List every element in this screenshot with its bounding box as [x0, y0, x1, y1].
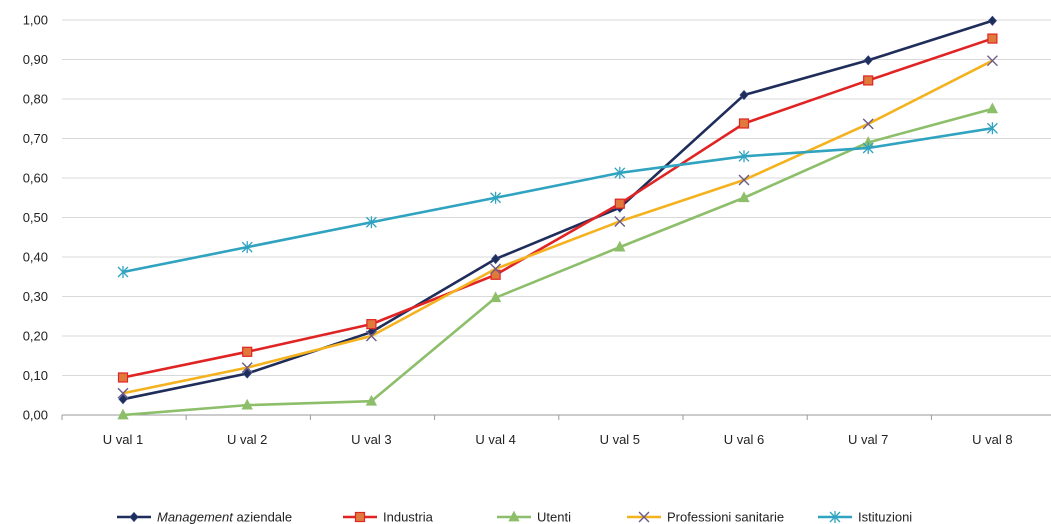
data-point-marker — [614, 166, 626, 179]
series-line — [122, 126, 993, 274]
data-point-marker — [863, 55, 873, 66]
x-tick-label: U val 6 — [724, 432, 764, 447]
data-point-marker — [489, 291, 502, 303]
data-point-marker — [490, 263, 502, 275]
data-point-marker — [508, 510, 520, 522]
series-3 — [117, 55, 998, 399]
data-point-marker — [986, 102, 999, 114]
x-tick-label: U val 1 — [103, 432, 143, 447]
data-point-marker — [738, 191, 750, 203]
series-4 — [117, 122, 998, 279]
x-axis — [61, 414, 1051, 420]
x-tick-label: U val 3 — [351, 432, 391, 447]
data-point-marker — [241, 362, 253, 374]
data-point-marker — [738, 150, 750, 163]
data-point-marker — [491, 253, 501, 265]
y-tick-label: 0,00 — [23, 408, 48, 423]
marker-stroke — [117, 387, 129, 399]
gridlines — [62, 19, 1051, 376]
x-axis-tick-labels: U val 1 U val 2 U val 3 U val 4 U val 5 U val… — [103, 432, 1013, 447]
data-point-marker — [129, 511, 139, 523]
data-point-marker — [241, 241, 253, 254]
y-tick-label: 0,30 — [23, 289, 48, 304]
data-point-marker — [614, 215, 626, 227]
marker-stroke — [738, 174, 750, 186]
data-point-marker — [862, 118, 874, 130]
y-tick-label: 0,90 — [23, 52, 48, 67]
data-point-marker — [987, 33, 998, 44]
y-tick-label: 0,20 — [23, 329, 48, 344]
marker-stroke — [241, 362, 253, 374]
legend-item: Management aziendale — [117, 510, 292, 524]
y-tick-label: 0,60 — [23, 171, 48, 186]
marker-stroke — [638, 511, 650, 523]
marker-stroke — [862, 118, 874, 130]
data-point-marker — [117, 372, 129, 383]
data-point-marker — [614, 198, 625, 209]
y-tick-label: 1,00 — [23, 13, 48, 28]
data-point-marker — [242, 346, 253, 357]
series-0 — [118, 15, 997, 405]
marker-stroke — [986, 55, 998, 67]
data-point-marker — [117, 266, 129, 279]
data-point-marker — [242, 368, 252, 379]
data-point-marker — [986, 122, 998, 135]
data-point-marker — [739, 89, 749, 101]
marker-stroke — [365, 330, 377, 342]
data-point-marker — [117, 408, 129, 420]
data-point-marker — [366, 319, 377, 330]
data-point-marker — [241, 398, 253, 410]
data-point-marker — [490, 191, 502, 204]
legend-label-emphasis: Management — [157, 510, 234, 524]
marker-stroke — [614, 215, 626, 227]
legend-label: Utenti — [537, 510, 571, 524]
series-line — [122, 37, 993, 379]
y-tick-label: 0,10 — [23, 368, 48, 383]
y-tick-label: 0,70 — [23, 131, 48, 146]
y-tick-label: 0,50 — [23, 210, 48, 225]
legend-item: Industria — [343, 510, 434, 524]
series-lines — [117, 15, 999, 420]
legend-label: Professioni sanitarie — [667, 510, 784, 524]
legend-label: Management aziendale — [157, 510, 292, 524]
x-tick-label: U val 5 — [600, 432, 640, 447]
y-axis-tick-labels: 0,00 0,10 0,20 0,30 0,40 0,50 0,60 0,70 0,80 0,90… — [23, 13, 48, 423]
y-tick-label: 0,40 — [23, 250, 48, 265]
series-line — [122, 59, 993, 395]
data-point-marker — [117, 387, 129, 399]
data-point-marker — [829, 511, 841, 523]
legend-item: Professioni sanitarie — [627, 510, 784, 524]
legend-item: Utenti — [497, 510, 571, 524]
data-point-marker — [863, 75, 874, 86]
x-tick-label: U val 8 — [972, 432, 1012, 447]
data-point-marker — [365, 394, 378, 406]
legend-item: Istituzioni — [818, 510, 912, 524]
data-point-marker — [986, 55, 998, 67]
data-point-marker — [118, 394, 128, 405]
series-1 — [117, 33, 998, 383]
x-tick-label: U val 7 — [848, 432, 888, 447]
data-point-marker — [365, 330, 377, 342]
y-tick-label: 0,80 — [23, 92, 48, 107]
data-point-marker — [738, 118, 750, 129]
legend-label-rest: aziendale — [233, 510, 292, 524]
data-point-marker — [738, 174, 750, 186]
series-line — [122, 107, 993, 417]
data-point-marker — [987, 15, 997, 26]
legend-label: Industria — [383, 510, 434, 524]
data-point-marker — [638, 511, 650, 523]
series-line — [122, 19, 993, 401]
legend: Management aziendale Industria Utenti Profe… — [117, 510, 912, 524]
data-point-marker — [354, 511, 366, 523]
legend-label: Istituzioni — [858, 510, 912, 524]
data-point-marker — [365, 216, 377, 229]
x-tick-label: U val 2 — [227, 432, 267, 447]
marker-stroke — [490, 263, 502, 275]
x-tick-label: U val 4 — [475, 432, 515, 447]
data-point-marker — [614, 240, 626, 252]
data-point-marker — [862, 141, 874, 154]
